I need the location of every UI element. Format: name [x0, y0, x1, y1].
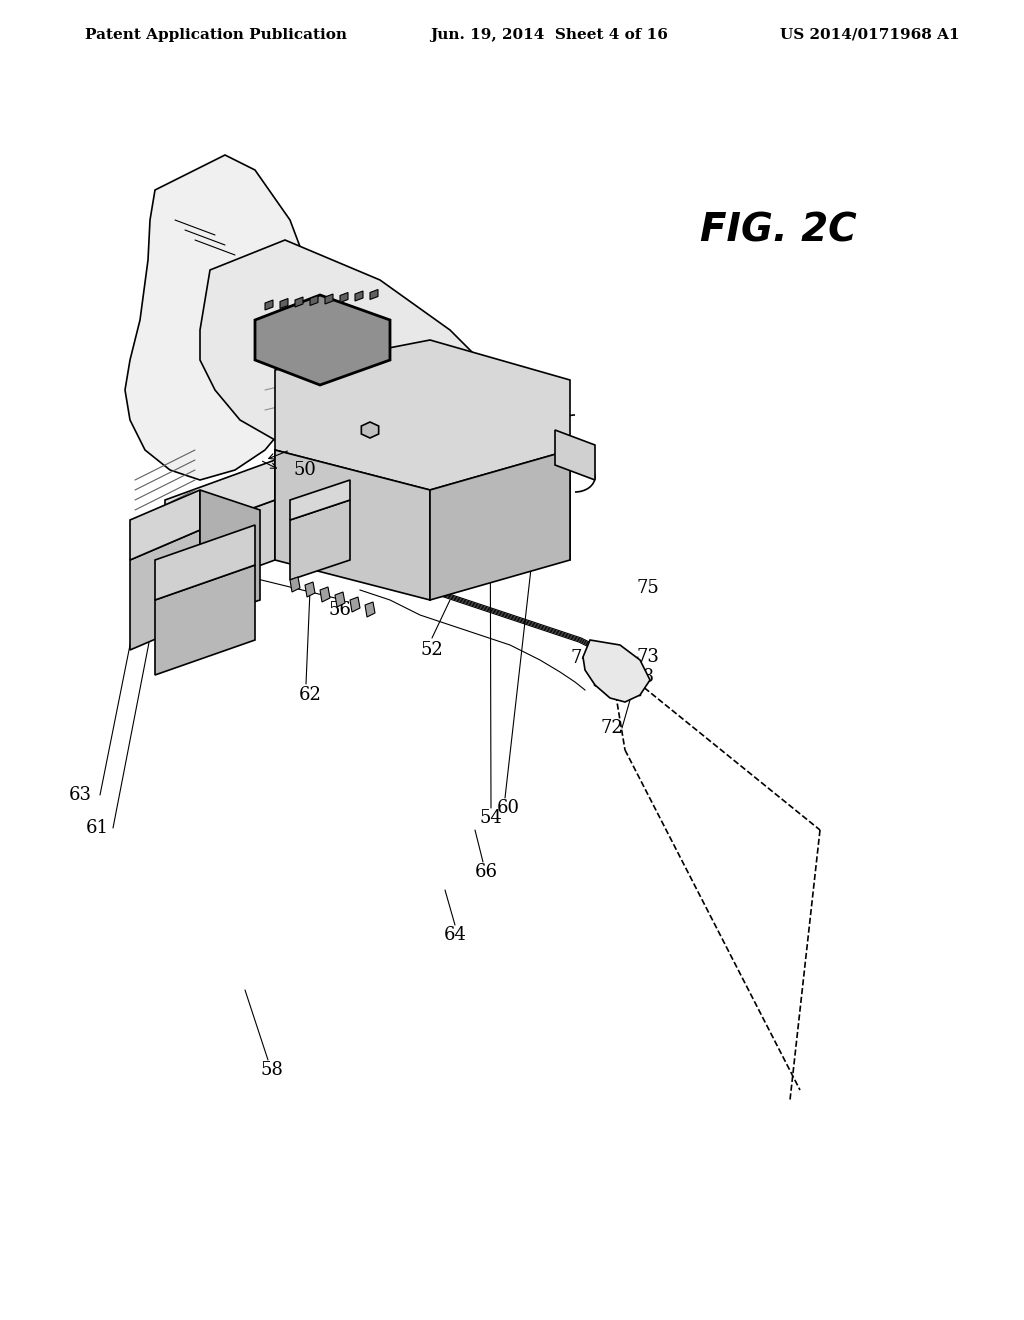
- Polygon shape: [265, 300, 273, 310]
- Text: 72: 72: [601, 719, 624, 737]
- Polygon shape: [305, 582, 315, 597]
- Polygon shape: [295, 297, 303, 308]
- Polygon shape: [130, 531, 200, 649]
- Polygon shape: [200, 490, 260, 620]
- Polygon shape: [275, 341, 570, 490]
- Text: 68: 68: [632, 668, 654, 686]
- Text: Jun. 19, 2014  Sheet 4 of 16: Jun. 19, 2014 Sheet 4 of 16: [430, 28, 668, 42]
- Text: 73: 73: [637, 648, 659, 667]
- Polygon shape: [280, 298, 288, 309]
- Text: 66: 66: [474, 863, 498, 880]
- Text: 58: 58: [260, 1061, 284, 1078]
- Text: FIG. 2C: FIG. 2C: [700, 211, 857, 249]
- Polygon shape: [165, 500, 275, 601]
- Text: US 2014/0171968 A1: US 2014/0171968 A1: [780, 28, 959, 42]
- Text: 64: 64: [443, 927, 467, 944]
- Text: 61: 61: [85, 818, 109, 837]
- Polygon shape: [200, 240, 500, 470]
- Polygon shape: [130, 490, 200, 560]
- Text: Patent Application Publication: Patent Application Publication: [85, 28, 347, 42]
- Polygon shape: [255, 294, 390, 385]
- Polygon shape: [310, 296, 318, 305]
- Polygon shape: [361, 422, 379, 438]
- Polygon shape: [340, 293, 348, 302]
- Polygon shape: [155, 565, 255, 675]
- Polygon shape: [430, 450, 570, 601]
- Polygon shape: [325, 294, 333, 304]
- Text: 52: 52: [421, 642, 443, 659]
- Polygon shape: [275, 450, 430, 601]
- Polygon shape: [165, 459, 275, 540]
- Polygon shape: [365, 602, 375, 616]
- Polygon shape: [370, 289, 378, 300]
- Text: 50: 50: [294, 461, 316, 479]
- Text: 54: 54: [479, 809, 503, 828]
- Polygon shape: [125, 154, 319, 480]
- Polygon shape: [335, 591, 345, 607]
- Polygon shape: [290, 577, 300, 591]
- Text: 74: 74: [570, 649, 593, 667]
- Polygon shape: [583, 640, 650, 702]
- Text: 63: 63: [69, 785, 91, 804]
- Polygon shape: [155, 525, 255, 601]
- Text: 60: 60: [497, 799, 519, 817]
- Polygon shape: [290, 500, 350, 579]
- Polygon shape: [319, 587, 330, 602]
- Polygon shape: [555, 430, 595, 480]
- Text: 62: 62: [299, 686, 322, 704]
- Polygon shape: [355, 290, 362, 301]
- Polygon shape: [350, 597, 360, 612]
- Text: 56: 56: [329, 601, 351, 619]
- Text: 75: 75: [637, 579, 659, 597]
- Polygon shape: [290, 480, 350, 520]
